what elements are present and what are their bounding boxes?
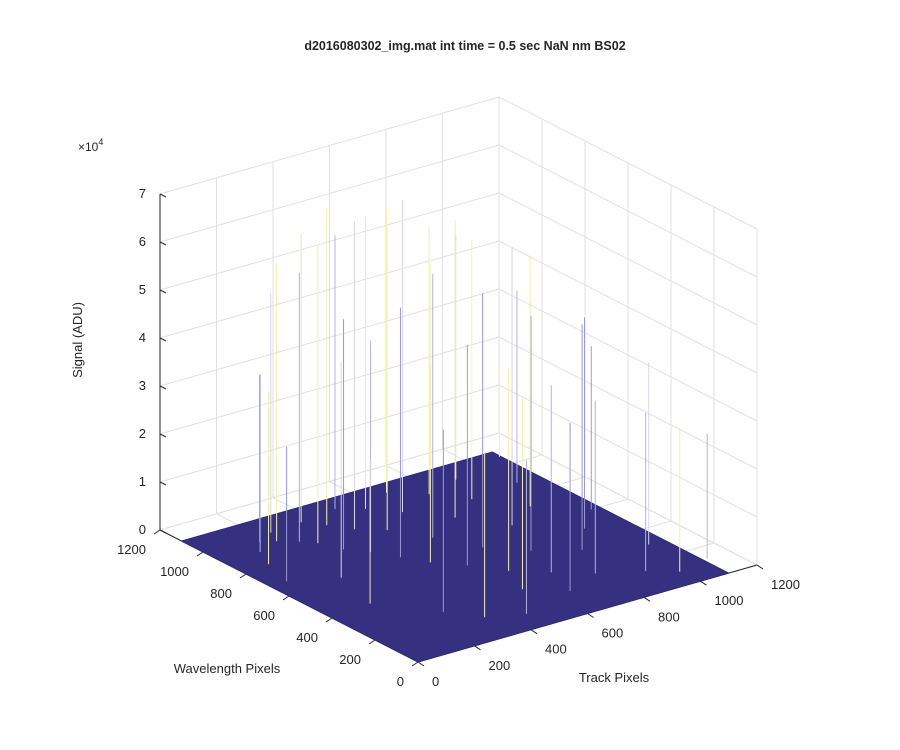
- z-tick: [159, 529, 167, 534]
- z-tick-label: 2: [139, 426, 146, 441]
- wall-gridline: [498, 192, 758, 326]
- y-tick-label: 200: [339, 652, 361, 667]
- data-spikes: [259, 200, 708, 618]
- y-tick: [153, 529, 161, 535]
- x-axis-label: Track Pixels: [579, 670, 650, 685]
- y-tick: [411, 661, 419, 667]
- x-tick: [587, 613, 594, 618]
- z-tick: [159, 385, 167, 390]
- wall-gridline: [498, 336, 758, 470]
- wall-gridline: [498, 240, 758, 374]
- z-tick-label: 7: [139, 186, 146, 201]
- wall-gridline: [159, 288, 500, 387]
- x-tick-label: 1000: [715, 593, 744, 608]
- y-tick: [368, 639, 376, 645]
- x-tick-label: 600: [602, 626, 624, 641]
- z-tick: [159, 289, 167, 294]
- y-tick-label: 600: [253, 608, 275, 623]
- x-tick-label: 1200: [771, 577, 800, 592]
- z-tick-label: 0: [139, 522, 146, 537]
- x-tick-label: 800: [658, 609, 680, 624]
- y-tick: [282, 595, 290, 601]
- x-tick-label: 200: [489, 658, 511, 673]
- z-tick: [159, 241, 167, 246]
- x-tick: [530, 629, 538, 635]
- z-tick: [159, 481, 167, 486]
- y-tick-label: 1200: [117, 542, 146, 557]
- wall-gridline: [159, 336, 500, 435]
- wall-gridline: [159, 432, 500, 531]
- z-tick: [159, 433, 167, 438]
- x-tick-label: 0: [432, 674, 439, 689]
- y-tick: [239, 573, 247, 579]
- x-tick: [474, 645, 481, 651]
- x-tick-label: 400: [545, 642, 567, 657]
- wall-gridline: [159, 144, 500, 243]
- z-tick-label: 3: [139, 378, 146, 393]
- x-tick: [417, 661, 425, 667]
- z-exponent-power: 4: [98, 137, 103, 147]
- y-tick-label: 800: [210, 586, 232, 601]
- x-tick: [756, 564, 764, 570]
- wall-gridline: [498, 144, 758, 278]
- y-tick-label: 1000: [160, 564, 189, 579]
- z-axis-label: Signal (ADU): [70, 302, 85, 378]
- z-exponent-base: ×10: [78, 140, 99, 154]
- wall-gridline: [498, 96, 758, 230]
- wall-gridline: [159, 96, 500, 195]
- x-tick: [700, 580, 707, 586]
- y-tick: [196, 551, 204, 557]
- z-tick: [159, 193, 167, 198]
- wall-gridline: [159, 192, 500, 291]
- wall-gridline: [159, 384, 500, 483]
- wall-gridline: [498, 288, 758, 422]
- wall-gridline: [498, 432, 758, 566]
- wall-gridline: [498, 384, 758, 518]
- y-tick: [325, 617, 333, 623]
- y-tick-label: 400: [296, 630, 318, 645]
- z-tick-label: 1: [139, 474, 146, 489]
- z-tick: [159, 337, 167, 342]
- x-tick: [643, 596, 651, 602]
- wall-gridline: [159, 240, 500, 339]
- labels: d2016080302_img.mat int time = 0.5 sec N…: [70, 39, 800, 689]
- z-tick-label: 5: [139, 282, 146, 297]
- y-axis-label: Wavelength Pixels: [174, 661, 281, 676]
- z-tick-label: 6: [139, 234, 146, 249]
- z-tick-label: 4: [139, 330, 146, 345]
- chart-title: d2016080302_img.mat int time = 0.5 sec N…: [304, 39, 625, 53]
- y-tick-label: 0: [397, 674, 404, 689]
- z-exponent: ×104: [78, 137, 103, 154]
